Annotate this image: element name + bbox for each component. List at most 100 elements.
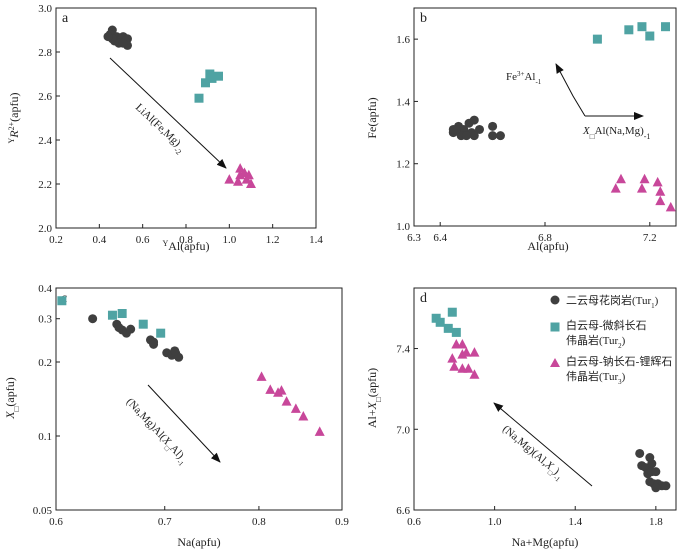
panel-a-ytick-label: 2.0 <box>38 223 52 235</box>
panel-a-xtick-label: 0.8 <box>179 234 193 246</box>
panel-b-tur2-point <box>645 31 655 41</box>
panel-d-tur1-point <box>635 448 645 458</box>
panel-b-tur3-point <box>665 201 676 212</box>
panel-a-xtick-label: 0.6 <box>136 234 150 246</box>
panel-a-xtick-label: 1.4 <box>309 234 323 246</box>
panel-d-xticks: 0.6 1.0 1.4 1.8 <box>407 506 663 528</box>
legend-tur1-label: 二云母花岗岩(Tur1) <box>566 293 659 310</box>
panel-c-tur3-point <box>290 403 301 413</box>
panel-b-marks <box>448 22 676 212</box>
panel-d-ytick-label: 6.6 <box>396 505 410 517</box>
panel-a-frame <box>55 7 317 229</box>
panel-b-xtick-label: 7.2 <box>643 232 657 244</box>
panel-a-marks <box>103 25 256 188</box>
panel-b-tur3-point <box>639 173 650 184</box>
panel-a-tur2-point <box>205 69 215 79</box>
panel-c-tur1-point <box>149 339 159 349</box>
panel-a-tur3-point <box>235 163 246 173</box>
panel-a-tur1-point <box>103 32 113 42</box>
panel-b-xtick-label: 6.8 <box>538 232 552 244</box>
panel-b-ytick-label: 1.4 <box>396 96 410 108</box>
panel-a-tur3-point <box>224 174 235 184</box>
panel-c-marks <box>57 296 325 436</box>
panel-c-tur2-point <box>156 328 166 338</box>
panel-c-ytick-label: 0.1 <box>38 431 52 443</box>
panel-c-tur1-point <box>88 314 98 324</box>
panel-c-tur1-point <box>174 352 184 362</box>
panel-b-tur2-point <box>592 34 602 44</box>
panel-c-ylabel: X□(apfu) <box>3 377 21 420</box>
panel-d-label: d <box>420 291 427 306</box>
panel-b-arrow-fe3 <box>555 63 586 117</box>
panel-c-tur2-point <box>117 309 127 319</box>
panel-c-ytick-label: 0.05 <box>33 505 53 517</box>
legend-tur2-marker <box>550 322 560 332</box>
panel-b: b 6.3 6.4 6.8 7.2 1.0 1.2 1.4 1.6 Al(apfu) Fe(… <box>365 7 677 253</box>
panel-d-tur3-point <box>469 369 480 379</box>
panel-b-tur1-point <box>461 131 471 141</box>
panel-d-tur2-point <box>451 327 461 337</box>
panel-d-tur2-point <box>447 307 457 317</box>
panel-c-tur3-point <box>298 411 309 421</box>
legend-tur3-label: 白云母-钠长石-锂辉石 <box>566 354 672 368</box>
panel-b-annotation-xal: X□Al(Na,Mg)-1 <box>582 125 650 141</box>
panel-c-xtick-label: 0.7 <box>158 516 172 528</box>
panel-c-xtick-label: 0.8 <box>252 516 266 528</box>
panel-c-tur3-point <box>314 426 325 436</box>
panel-d-xtick-label: 0.6 <box>407 516 421 528</box>
panel-d-ylabel: Al+X□(apfu) <box>365 368 383 428</box>
panel-b-frame <box>413 7 677 227</box>
panel-d-yticks: 6.6 7.0 7.4 <box>396 344 418 517</box>
panel-d-tur1-point <box>647 459 657 469</box>
panel-c-tur3-point <box>265 384 276 394</box>
panel-b-tur3-point <box>652 176 663 187</box>
panel-c: c 0.60.70.80.9 0.050.10.20.30.4 Na(apfu)… <box>3 283 349 549</box>
panel-b-tur1-point <box>488 121 498 131</box>
panel-b-ytick-label: 1.6 <box>396 34 410 46</box>
panel-d-tur1-point <box>651 483 661 493</box>
panel-d-tur3-point <box>447 353 458 363</box>
panel-a-ytick-label: 2.6 <box>38 91 52 103</box>
legend-tur3-label-2: 伟晶岩(Tur3) <box>566 369 626 386</box>
panel-b-yticks: 1.0 1.2 1.4 1.6 <box>396 34 418 233</box>
panel-a-tur3-point <box>233 176 243 186</box>
panel-d-xtick-label: 1.0 <box>488 516 502 528</box>
panel-c-tur3-point <box>281 396 292 406</box>
panel-d-tur2-point <box>443 323 453 333</box>
legend-tur2-label: 白云母-微斜长石 <box>566 318 647 332</box>
panel-b-tur2-point <box>624 25 634 35</box>
panel-d-tur3-point <box>463 363 474 373</box>
panel-b-label: b <box>420 11 427 26</box>
panel-b-tur2-point <box>637 22 647 32</box>
panel-b-tur3-point <box>610 183 621 193</box>
panel-a-xtick-label: 0.2 <box>49 234 63 246</box>
panel-a-tur3-point <box>246 178 256 188</box>
panel-d-tur2-point <box>435 317 445 327</box>
panel-b-ytick-label: 1.2 <box>396 159 410 171</box>
panel-b-tur3-point <box>655 195 666 206</box>
panel-b-tur3-point <box>655 186 666 196</box>
panel-d-ytick-label: 7.0 <box>396 424 410 436</box>
panel-c-ytick-label: 0.2 <box>38 357 52 369</box>
legend-tur2-label-2: 伟晶岩(Tur2) <box>566 333 626 350</box>
panel-a-xtick-label: 1.0 <box>222 234 236 246</box>
panel-a-tur1-point <box>118 38 128 48</box>
panel-c-tur2-point <box>138 319 148 329</box>
panel-b-tur1-point <box>488 131 498 141</box>
panel-d-tur3-point <box>461 347 472 357</box>
legend: 二云母花岗岩(Tur1) 白云母-微斜长石 伟晶岩(Tur2) 白云母-钠长石-… <box>550 293 672 386</box>
panel-b-ylabel: Fe(apfu) <box>365 97 379 138</box>
panel-c-xticks: 0.6 0.7 0.8 0.9 <box>49 506 349 528</box>
panel-c-trend-arrow <box>147 384 221 463</box>
panel-c-tur3-point <box>276 385 287 395</box>
panel-c-xlabel: Na(apfu) <box>177 535 220 549</box>
panel-b-tur2-point <box>661 22 671 32</box>
panel-b-xticks: 6.3 6.4 6.8 7.2 <box>407 222 657 244</box>
panel-b-xtick-label: 6.4 <box>433 232 447 244</box>
panel-a-annotation: LiAl(Fe,Mg)-2 <box>131 101 188 156</box>
panel-c-ytick-label: 0.3 <box>38 314 52 326</box>
panel-a-ytick-label: 3.0 <box>38 3 52 15</box>
panel-d-tur3-point <box>449 361 460 371</box>
panel-c-tur2-point <box>57 296 67 306</box>
panel-a-tur2-point <box>194 93 204 103</box>
